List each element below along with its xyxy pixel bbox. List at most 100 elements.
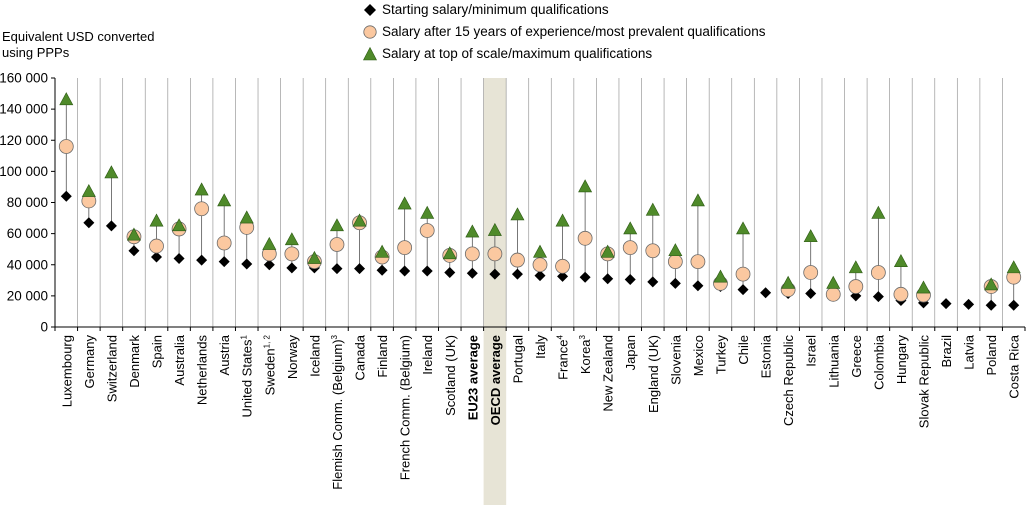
- starting-salary-point: [421, 265, 433, 277]
- category-label: OECD average: [488, 335, 503, 425]
- starting-salary-point: [218, 256, 230, 268]
- top-of-scale-point: [239, 210, 254, 224]
- category-label: Lithuania: [826, 334, 841, 388]
- top-of-scale-point: [826, 275, 841, 289]
- top-of-scale-point: [104, 165, 119, 179]
- y-axis-label: Equivalent USD converted using PPPs: [2, 29, 155, 60]
- category-label: Spain: [150, 335, 165, 368]
- top-of-scale-point: [555, 213, 570, 227]
- category-label: Switzerland: [104, 335, 119, 402]
- starting-salary-point: [444, 267, 456, 279]
- category-label: Greece: [849, 335, 864, 378]
- legend-circle-marker: [363, 25, 377, 39]
- y-tick-label: 160 000: [0, 71, 48, 86]
- starting-salary-point: [151, 251, 163, 263]
- top-of-scale-point: [352, 213, 367, 227]
- legend-label-top-of-scale: Salary at top of scale/maximum qualifica…: [382, 46, 653, 61]
- y-tick-label: 120 000: [0, 133, 48, 148]
- category-label: Finland: [375, 335, 390, 378]
- y-tick-label: 20 000: [7, 288, 48, 303]
- top-of-scale-point: [600, 244, 615, 258]
- starting-salary-point: [241, 258, 253, 270]
- legend-diamond-marker: [364, 4, 376, 16]
- starting-salary-point: [1008, 299, 1020, 311]
- category-label: Brazil: [939, 335, 954, 368]
- top-of-scale-point: [262, 236, 277, 250]
- category-label: Slovenia: [668, 334, 683, 385]
- legend-triangle-marker: [363, 46, 377, 61]
- category-label: Portugal: [510, 335, 525, 384]
- starting-salary-point: [669, 277, 681, 289]
- starting-salary-point: [872, 291, 884, 303]
- category-label: Japan: [623, 335, 638, 370]
- category-label: Luxembourg: [59, 335, 74, 407]
- top-of-scale-point: [329, 218, 344, 232]
- y-tick-label: 40 000: [7, 257, 48, 272]
- salary-15-years-point: [825, 286, 841, 302]
- starting-salary-point: [286, 262, 298, 274]
- starting-salary-point: [963, 298, 975, 310]
- top-of-scale-point: [781, 275, 796, 289]
- starting-salary-point: [354, 263, 366, 275]
- category-label: Denmark: [127, 335, 142, 388]
- legend-label-starting: Starting salary/minimum qualifications: [382, 2, 609, 17]
- top-of-scale-point: [848, 260, 863, 274]
- category-label: New Zealand: [601, 335, 616, 412]
- starting-salary-point: [805, 288, 817, 300]
- category-label: Latvia: [962, 334, 977, 369]
- starting-salary-point: [105, 220, 117, 232]
- salary-15-years-point: [419, 223, 435, 238]
- salary-15-years-point: [577, 230, 593, 246]
- top-of-scale-point: [984, 277, 999, 291]
- top-of-scale-point: [397, 196, 412, 210]
- top-of-scale-point: [442, 246, 457, 260]
- starting-salary-point: [399, 265, 411, 277]
- salary-15-years-point: [216, 235, 232, 251]
- top-of-scale-point: [149, 213, 164, 227]
- starting-salary-point: [985, 299, 997, 311]
- category-label: Hungary: [894, 335, 909, 385]
- top-of-scale-point: [871, 205, 886, 219]
- top-of-scale-point: [713, 269, 728, 283]
- category-label: Norway: [285, 335, 300, 380]
- starting-salary-point: [196, 254, 208, 266]
- starting-salary-point: [489, 268, 501, 280]
- salary-15-years-point: [487, 246, 503, 262]
- category-label: Slovak Republic: [916, 335, 931, 429]
- y-tick-label: 60 000: [7, 226, 48, 241]
- top-of-scale-point: [1006, 260, 1021, 274]
- y-tick-label: 80 000: [7, 195, 48, 210]
- category-label: French Comm. (Belgium): [398, 335, 413, 480]
- starting-salary-point: [534, 270, 546, 282]
- starting-salary-point: [602, 273, 614, 285]
- salary-15-years-point: [464, 246, 480, 262]
- starting-salary-point: [579, 271, 591, 283]
- category-label: Czech Republic: [781, 335, 796, 427]
- starting-salary-point: [83, 217, 95, 229]
- top-of-scale-point: [532, 244, 548, 258]
- category-label: Turkey: [713, 335, 728, 375]
- category-label: Israel: [804, 335, 819, 367]
- category-label: Colombia: [871, 334, 886, 390]
- category-label: EU23 average: [465, 335, 480, 420]
- salary-15-years-point: [803, 265, 819, 280]
- starting-salary-point: [331, 263, 343, 275]
- starting-salary-point: [760, 287, 772, 299]
- starting-salary-point: [466, 267, 478, 279]
- top-of-scale-point: [690, 193, 705, 207]
- salary-15-years-point: [58, 139, 74, 154]
- category-label: Sweden1, 2: [262, 334, 277, 395]
- category-label: Italy: [533, 335, 548, 359]
- starting-salary-point: [737, 284, 749, 296]
- salary-15-years-point: [735, 266, 751, 282]
- starting-salary-point: [624, 274, 636, 286]
- top-of-scale-point: [803, 229, 818, 243]
- top-of-scale-point: [578, 179, 593, 193]
- salary-15-years-point: [870, 265, 886, 280]
- top-of-scale-point: [126, 227, 141, 241]
- top-of-scale-point: [465, 224, 480, 238]
- top-of-scale-point: [307, 250, 322, 264]
- starting-salary-point: [692, 280, 704, 292]
- top-of-scale-point: [81, 183, 96, 197]
- top-of-scale-point: [59, 92, 74, 106]
